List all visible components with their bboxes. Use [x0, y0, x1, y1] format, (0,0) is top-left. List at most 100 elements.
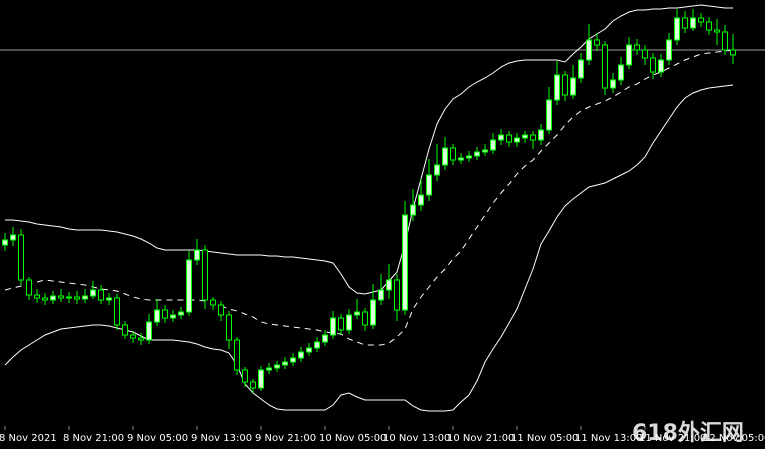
candle-body — [122, 324, 128, 336]
plot: 8 Nov 2021 8 Nov 21:00 9 Nov 05:00 9 Nov 13… — [0, 4, 765, 444]
candle-body — [714, 29, 720, 33]
candle-body — [530, 134, 536, 141]
candle-body — [138, 337, 144, 341]
x-tick-label: 10 Nov 05:00 — [319, 433, 386, 444]
candle-body — [98, 289, 104, 301]
candle-body — [602, 44, 608, 89]
candle-body — [106, 297, 112, 301]
candle-body — [218, 304, 224, 316]
candle-body — [634, 44, 640, 51]
candle-body — [666, 39, 672, 61]
candle-body — [730, 49, 736, 56]
candle-body — [58, 295, 64, 299]
candle-body — [618, 64, 624, 81]
candle-body — [562, 74, 568, 96]
candle-body — [74, 296, 80, 300]
candle-body — [370, 299, 376, 326]
candle-body — [274, 364, 280, 369]
candle-body — [322, 334, 328, 343]
candle-body — [186, 259, 192, 313]
candle-body — [514, 137, 520, 143]
candle-body — [674, 17, 680, 41]
x-tick-label: 11 Nov 05:00 — [511, 433, 578, 444]
candle-body — [498, 134, 504, 141]
candle-body — [2, 239, 8, 246]
candle-body — [170, 314, 176, 319]
candle-body — [114, 297, 120, 326]
candle-body — [650, 57, 656, 73]
candle-body — [394, 279, 400, 311]
candle-body — [362, 311, 368, 326]
candle-body — [290, 357, 296, 363]
band-line — [5, 4, 733, 295]
x-tick-label: 9 Nov 05:00 — [127, 433, 188, 444]
candle-body — [258, 369, 264, 389]
x-tick-label: 10 Nov 21:00 — [447, 433, 514, 444]
candle-body — [402, 214, 408, 311]
candle-body — [578, 59, 584, 79]
candle-body — [474, 151, 480, 157]
candle-body — [250, 381, 256, 389]
candle-body — [306, 347, 312, 353]
candle-body — [330, 317, 336, 336]
x-tick-label: 11 Nov 21:00 — [639, 433, 706, 444]
candle-body — [538, 129, 544, 141]
candle-body — [130, 334, 136, 339]
candle-body — [610, 79, 616, 89]
candle-body — [154, 309, 160, 323]
candle-body — [338, 317, 344, 331]
candle-body — [722, 31, 728, 51]
candle-body — [690, 17, 696, 29]
candle-body — [82, 295, 88, 300]
candle-body — [698, 17, 704, 23]
candle-body — [594, 39, 600, 46]
candle-body — [266, 367, 272, 371]
candle-body — [506, 134, 512, 143]
candle-body — [202, 249, 208, 301]
x-tick-label: 9 Nov 21:00 — [255, 433, 316, 444]
candle-body — [570, 77, 576, 96]
candle-body — [50, 295, 56, 301]
band-line — [4, 49, 734, 346]
candle-body — [658, 59, 664, 73]
candle-body — [682, 17, 688, 29]
candle-body — [234, 339, 240, 371]
candle-body — [450, 147, 456, 161]
x-tick-label: 10 Nov 13:00 — [383, 433, 450, 444]
candle-body — [378, 289, 384, 301]
candle-body — [66, 296, 72, 299]
candle-body — [706, 21, 712, 31]
candle-body — [418, 194, 424, 206]
candle-body — [194, 249, 200, 261]
candle-body — [426, 174, 432, 196]
candle-body — [34, 294, 40, 299]
candle-body — [146, 321, 152, 341]
candle-body — [626, 44, 632, 66]
candle-body — [210, 299, 216, 306]
x-tick-label: 12 Nov 05:00 — [703, 433, 765, 444]
candle-body — [354, 311, 360, 316]
candle-body — [90, 289, 96, 297]
candle-body — [434, 164, 440, 176]
candle-body — [410, 204, 416, 216]
candle-body — [162, 309, 168, 319]
candle-body — [458, 157, 464, 161]
candle-body — [346, 314, 352, 331]
candle-body — [282, 361, 288, 366]
candle-body — [386, 279, 392, 291]
candle-body — [18, 234, 24, 281]
candle-body — [586, 39, 592, 61]
x-tick-label: 11 Nov 13:00 — [575, 433, 642, 444]
candle-body — [298, 351, 304, 359]
candle-body — [178, 311, 184, 316]
candle-body — [26, 279, 32, 296]
candle-body — [10, 234, 16, 241]
watermark: 618外汇网 — [632, 420, 744, 446]
candle-body — [466, 155, 472, 159]
x-tick-label: 8 Nov 2021 — [0, 433, 57, 444]
x-tick-label: 9 Nov 13:00 — [191, 433, 252, 444]
x-tick-label: 8 Nov 21:00 — [63, 433, 124, 444]
